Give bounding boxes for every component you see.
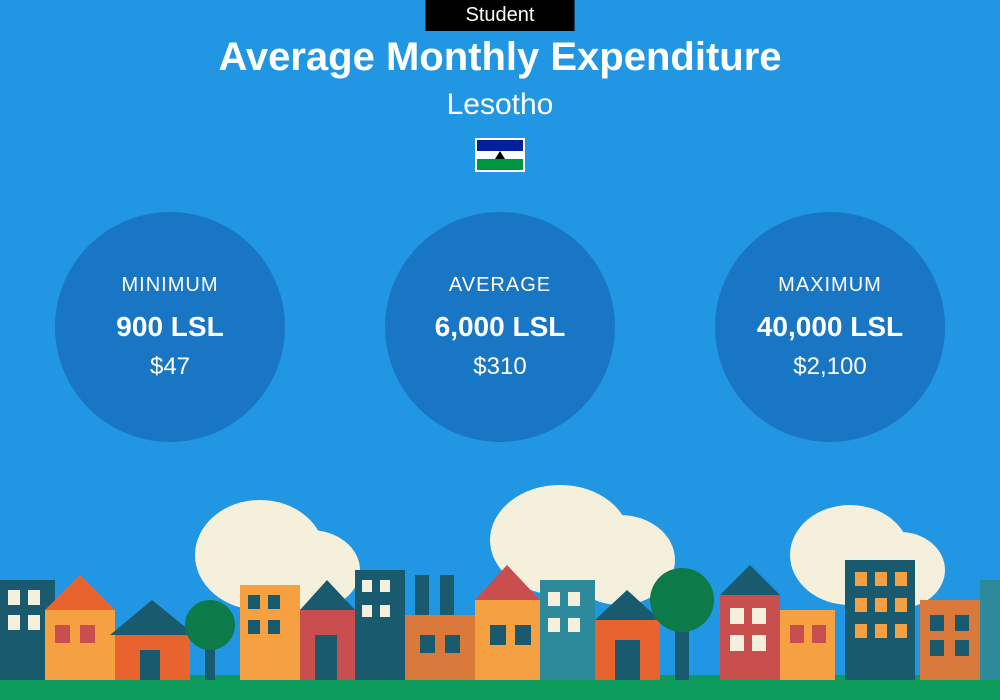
stat-label: AVERAGE xyxy=(449,274,551,297)
stat-value: 6,000 LSL xyxy=(435,311,566,343)
flag-emblem xyxy=(495,151,505,159)
category-badge: Student xyxy=(426,0,575,31)
flag-icon xyxy=(475,138,525,172)
stat-usd: $47 xyxy=(150,353,190,381)
flag-stripe-blue xyxy=(477,140,523,151)
flag-stripe-white xyxy=(477,151,523,160)
stat-label: MAXIMUM xyxy=(778,274,882,297)
cityscape-illustration xyxy=(0,480,1000,700)
stat-label: MINIMUM xyxy=(122,274,219,297)
stat-average: AVERAGE 6,000 LSL $310 xyxy=(385,212,615,442)
stat-usd: $310 xyxy=(473,353,526,381)
page-title: Average Monthly Expenditure xyxy=(0,35,1000,80)
stat-maximum: MAXIMUM 40,000 LSL $2,100 xyxy=(715,212,945,442)
stat-value: 900 LSL xyxy=(116,311,223,343)
stat-minimum: MINIMUM 900 LSL $47 xyxy=(55,212,285,442)
flag-stripe-green xyxy=(477,159,523,170)
stat-value: 40,000 LSL xyxy=(757,311,903,343)
country-name: Lesotho xyxy=(0,88,1000,122)
stat-usd: $2,100 xyxy=(793,353,866,381)
stats-row: MINIMUM 900 LSL $47 AVERAGE 6,000 LSL $3… xyxy=(0,212,1000,442)
